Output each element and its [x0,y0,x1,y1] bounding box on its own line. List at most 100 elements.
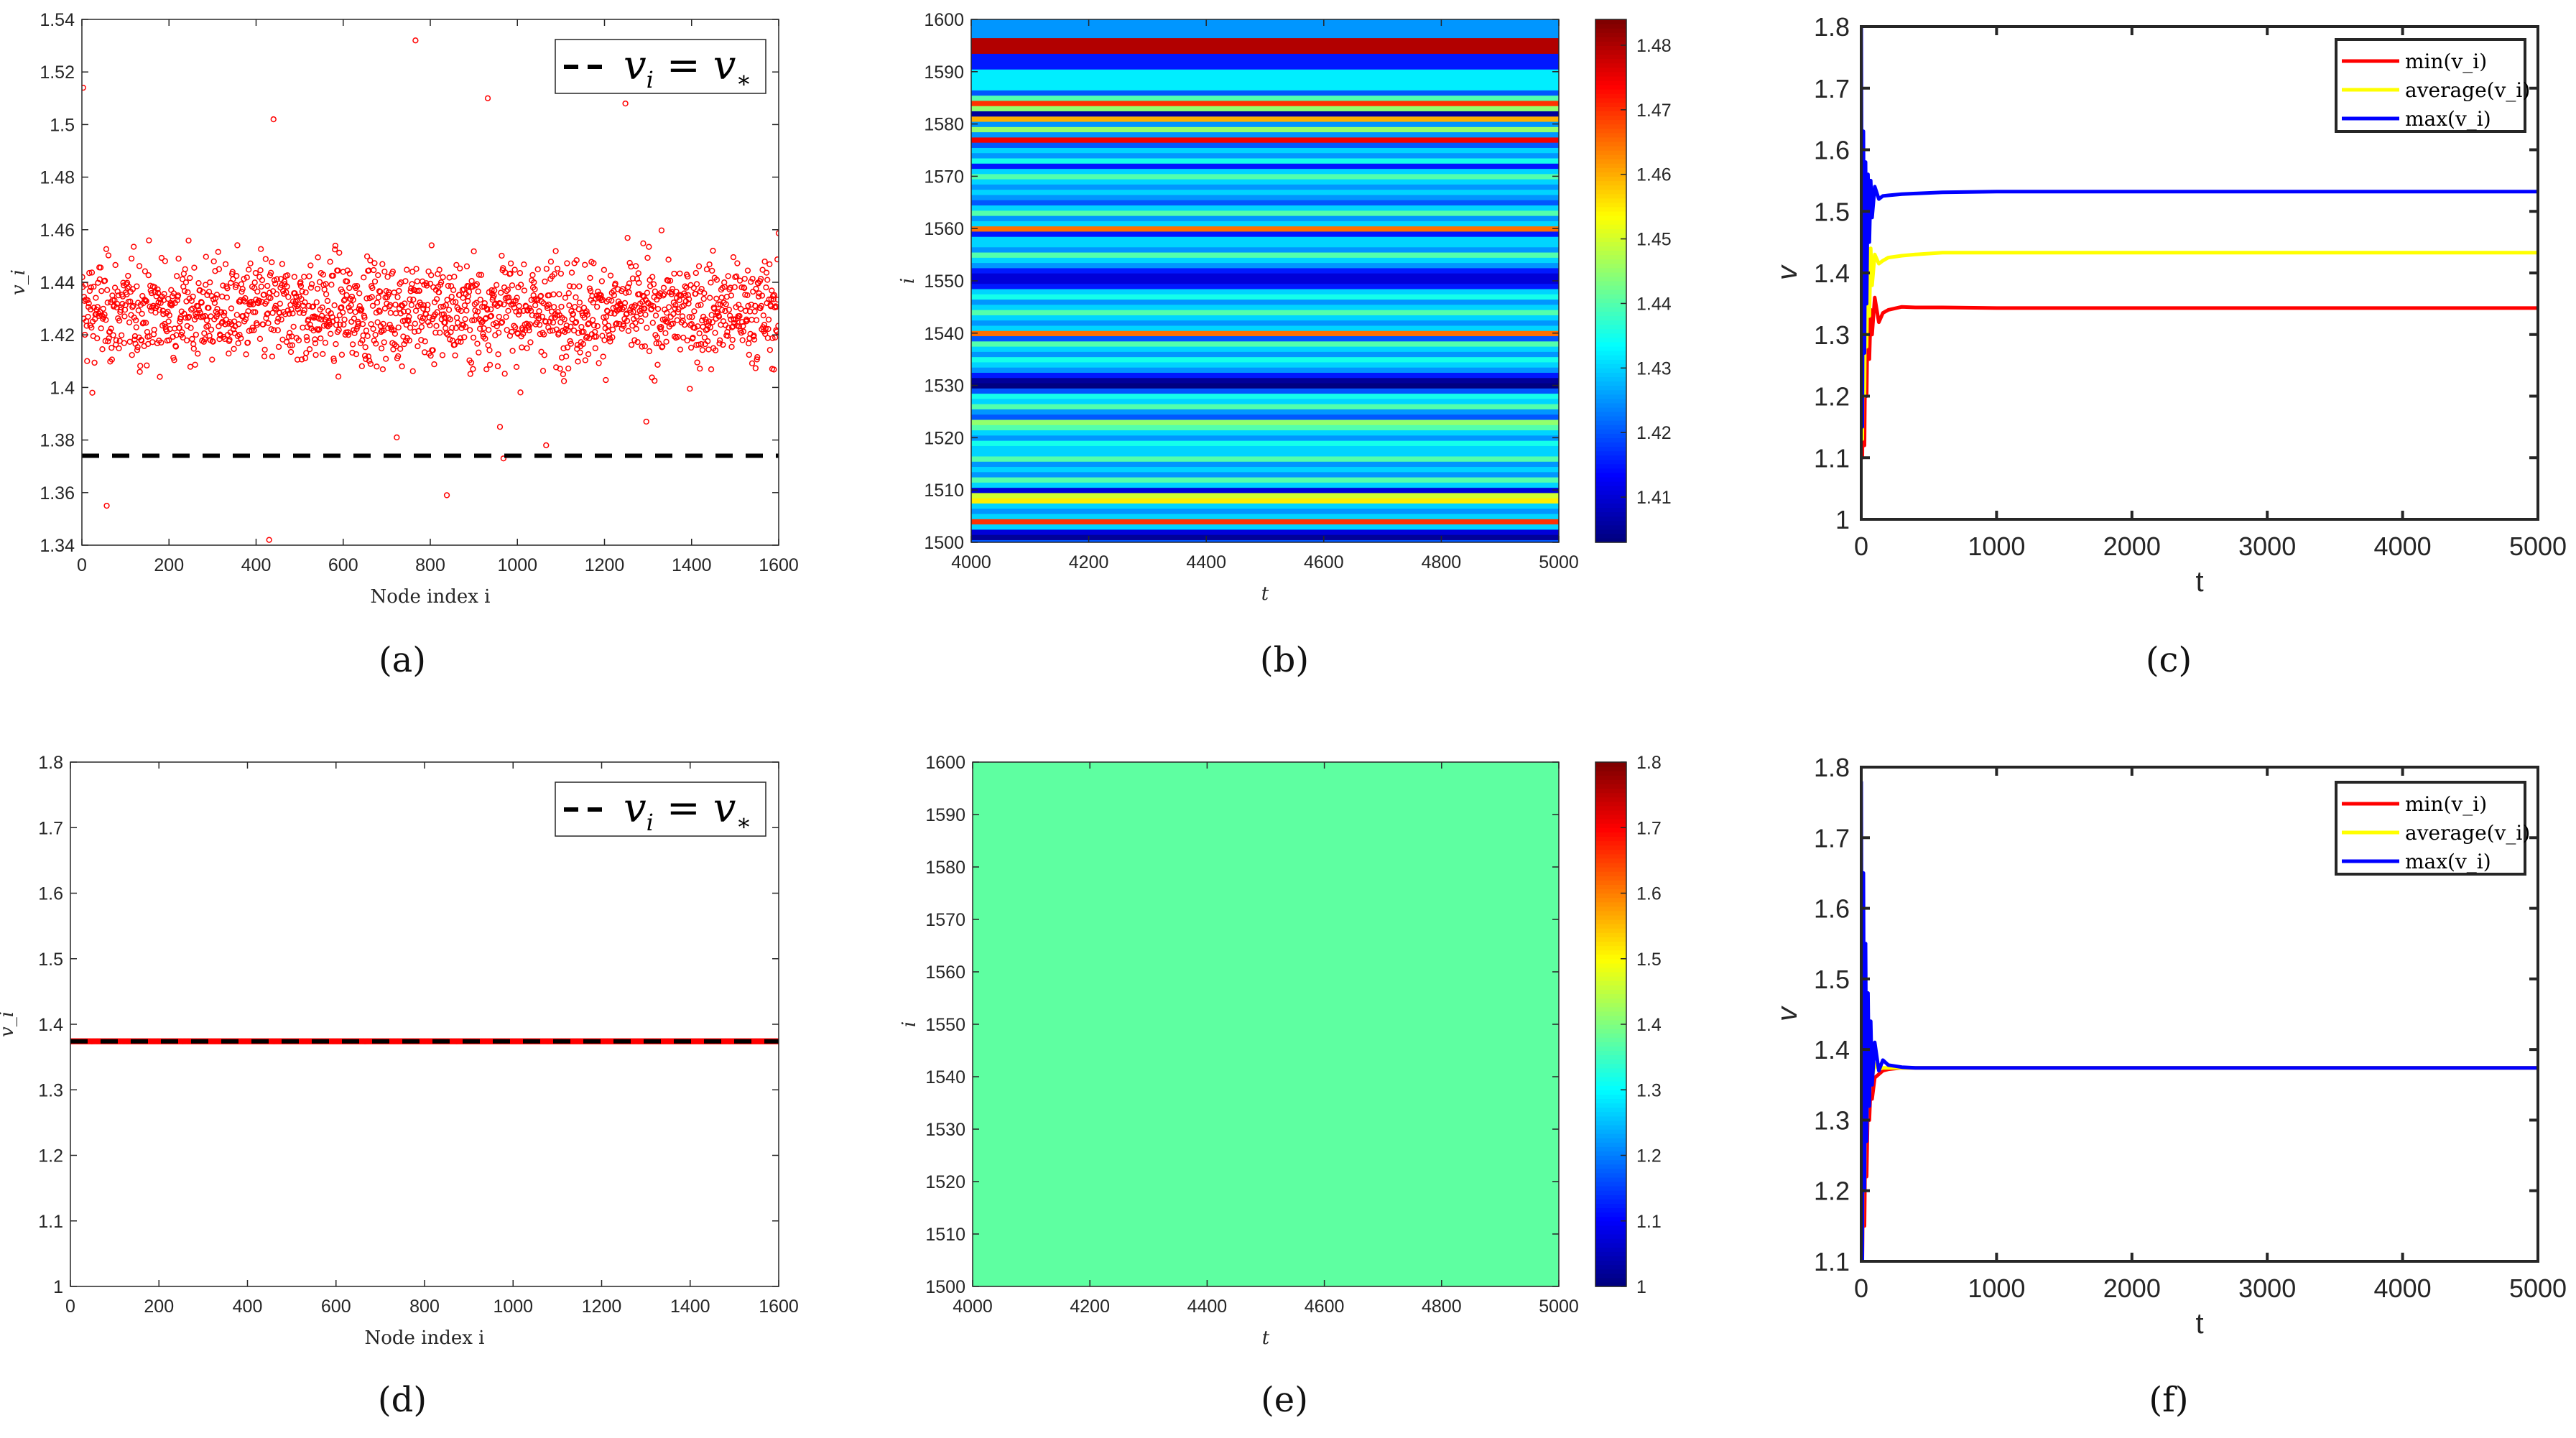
heatmap-row [971,372,1559,379]
data-point [233,272,240,279]
data-point [135,307,142,314]
data-point [183,337,190,344]
data-point [698,302,704,308]
data-point [685,273,691,280]
colorbar-segment [1595,180,1626,186]
colorbar-segment [1595,937,1626,942]
heatmap-row [971,131,1559,138]
data-point [318,335,324,342]
data-point [517,389,524,396]
data-point [330,358,338,364]
heatmap-row [971,184,1559,190]
data-point [258,283,264,290]
data-point [713,277,721,283]
data-point [362,344,369,351]
data-point [162,258,168,264]
colorbar-segment [1595,437,1626,443]
data-point [332,242,338,249]
data-point [205,323,211,329]
heatmap-row [971,498,1559,504]
data-point [601,319,608,326]
data-point [634,313,640,320]
data-point [130,243,137,250]
heatmap-row [971,404,1559,409]
data-point [86,269,93,277]
data-point [293,293,300,300]
data-point [564,344,571,351]
data-point [587,274,593,282]
y-tick-label: 1.48 [40,168,75,188]
legend-rhs: v [713,42,736,89]
heatmap-row [971,440,1559,446]
colorbar-segment [1595,71,1626,77]
data-point [603,376,609,384]
colorbar-segment [1595,237,1626,242]
data-point [477,297,483,303]
data-point [318,312,325,319]
colorbar-segment [1595,54,1626,60]
data-point [340,321,347,328]
data-point [273,291,280,297]
data-point [664,277,672,284]
colorbar-segment [1595,1024,1626,1029]
data-point [485,342,491,348]
panel-f: 0 1000 2000 3000 4000 5000 1.1 1.2 1.3 1.4 1.5 1.6 1… [1771,753,2567,1420]
data-point [98,288,105,294]
data-point [138,337,145,344]
colorbar-segment [1595,503,1626,509]
data-point [744,267,751,274]
colorbar-segment [1595,797,1626,802]
data-point [583,335,590,341]
data-point [445,307,453,313]
legend-label-min: min(v_i) [2405,50,2487,73]
data-point [412,320,418,327]
colorbar-segment [1595,805,1626,811]
colorbar-segment [1595,159,1626,164]
y-tick-label: 1.2 [1814,1177,1850,1206]
y-tick-label: 1.6 [1814,136,1850,165]
data-point [379,261,386,267]
legend: min(v_i) average(v_i) max(v_i) [2335,38,2530,133]
data-point [216,323,222,330]
data-point [550,291,557,297]
data-point [710,247,716,254]
data-point [266,537,272,543]
data-point [267,294,274,302]
colorbar-tick-label: 1.5 [1636,950,1662,970]
colorbar-segment [1595,537,1626,543]
data-point [632,320,639,326]
data-point [224,285,231,292]
data-point [624,317,631,324]
data-point [768,296,774,302]
legend: vi = v∗ [555,39,766,94]
data-point [375,272,381,279]
colorbar-segment [1595,1216,1626,1222]
x-axis-label: t [1261,583,1269,605]
data-point [521,261,527,268]
colorbar-segment [1595,498,1626,504]
data-point [552,248,559,254]
data-point [715,301,721,307]
colorbar-segment [1595,442,1626,447]
colorbar-tick-label: 1.48 [1636,36,1672,56]
data-point [233,312,240,318]
data-point [380,320,386,328]
heatmap-row [971,179,1559,185]
data-point [646,243,652,250]
data-point [312,340,319,347]
data-point [443,492,450,498]
data-point [521,287,528,294]
y-tick-label: 1.38 [40,431,75,451]
colorbar-segment [1595,967,1626,973]
data-point [277,310,283,316]
data-point [708,279,714,286]
data-point [269,259,275,266]
colorbar-segment [1595,407,1626,412]
data-point [316,279,323,285]
data-point [252,309,259,315]
data-point [765,325,772,333]
data-point [391,289,397,296]
data-point [310,303,317,310]
colorbar: 1.41 1.42 1.43 1.44 1.45 1.46 1.47 1.48 [1595,19,1672,543]
data-point [613,321,619,328]
